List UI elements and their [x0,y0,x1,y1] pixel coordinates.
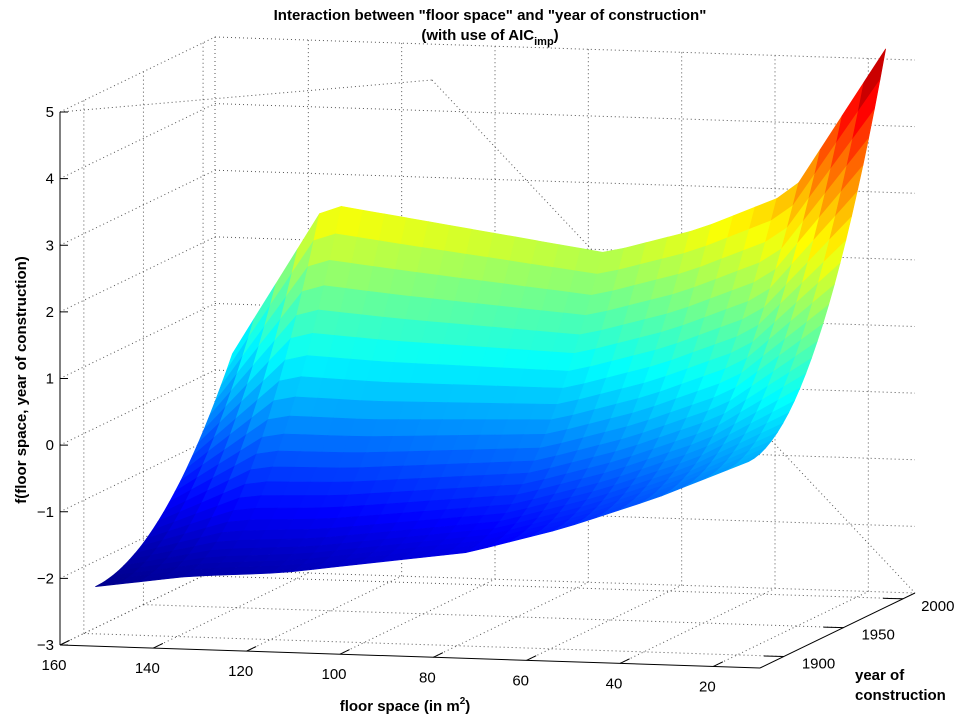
grid-line [433,581,589,658]
x-axis-label: floor space (in m2) [340,696,471,715]
y-tick-label: 1900 [802,655,835,672]
x-tick-label: 120 [228,663,253,680]
x-tick-mark [246,646,257,652]
grid-line [59,502,216,579]
z-tick-label: −1 [37,504,54,521]
z-tick-label: 3 [46,237,54,254]
grid-line [83,632,784,657]
x-tick-mark [526,655,537,661]
x-tick-mark [713,661,724,667]
grid-line [339,578,496,655]
grid-line [59,169,216,246]
z-tick-label: 1 [46,371,54,388]
x-tick-label: 40 [606,675,623,692]
x-tick-mark [433,652,444,658]
x-tick-label: 60 [512,672,529,689]
grid-line [59,103,216,180]
x-tick-label: 20 [699,678,716,695]
grid-line [214,36,916,61]
z-tick-label: 0 [46,437,54,454]
grid-line [59,369,216,446]
z-tick-label: −2 [37,570,54,587]
x-tick-mark [153,643,164,649]
grid-line [153,572,309,649]
grid-line [214,169,916,194]
surface-patch [726,457,755,471]
grid-line [619,587,776,664]
z-tick-label: 4 [46,171,54,188]
y-axis-line [759,592,916,669]
grid-line [214,103,916,128]
chart-title-line1: Interaction between "floor space" and "y… [274,7,707,24]
x-axis-line [59,644,761,669]
x-ticks: 160 140 120 100 80 60 40 20 [41,639,724,695]
x-tick-mark [339,649,350,655]
grid-line [59,236,216,313]
x-tick-mark [59,639,70,646]
y-ticks: 1900 1950 2000 [763,598,954,672]
y-tick-label: 2000 [921,598,954,615]
x-tick-label: 100 [321,666,346,683]
surface-mesh [95,48,886,587]
grid-line [203,575,904,600]
grid-line [59,303,216,379]
grid-line [59,436,216,513]
grid-line [59,569,216,646]
grid-line [143,604,844,629]
grid-line [214,569,916,594]
grid-line [713,591,869,667]
y-axis-label-line1: year of [855,667,905,684]
grid-line [246,575,402,652]
grid-line [59,36,216,113]
x-tick-label: 160 [41,657,66,674]
z-axis-label: f(floor space, year of construction) [13,256,30,504]
x-tick-label: 80 [419,669,436,686]
y-axis-label-line2: construction [855,687,946,704]
z-tick-label: 5 [46,104,54,121]
x-tick-mark [619,658,630,664]
y-tick-label: 1950 [861,627,894,644]
z-ticks: 5 4 3 2 1 0 −1 −2 −3 [37,104,68,654]
chart-title-line2: (with use of AICimp) [421,27,558,48]
z-tick-label: −3 [37,637,54,654]
grid-line [526,584,682,661]
grid-edge [59,79,433,113]
x-tick-label: 140 [135,660,160,677]
z-tick-label: 2 [46,304,54,321]
